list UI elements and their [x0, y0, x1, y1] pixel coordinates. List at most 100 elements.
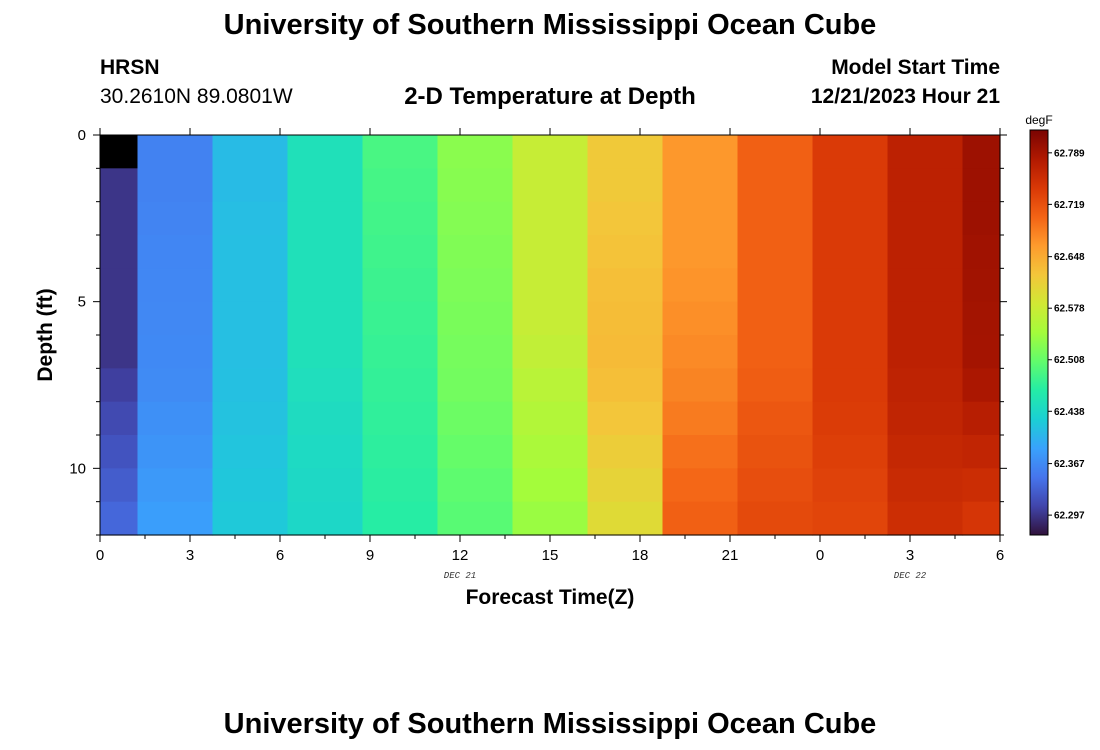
heatmap-cell [812, 135, 889, 169]
heatmap-cell [587, 268, 664, 303]
x-tick-label: 3 [906, 547, 914, 564]
y-tick-label: 0 [78, 127, 86, 144]
heatmap-cell [662, 335, 739, 369]
colorbar-tick-label: 62.789 [1054, 148, 1085, 159]
heatmap-cell [100, 135, 139, 169]
heatmap-cell [887, 301, 964, 336]
heatmap-cell [212, 501, 289, 536]
heatmap-cell [100, 268, 139, 303]
heatmap-cell [587, 168, 664, 203]
x-tick-label: 12 [452, 547, 469, 564]
heatmap-cell [662, 501, 739, 536]
heatmap-cell [100, 301, 139, 336]
heatmap-cell [812, 435, 889, 469]
heatmap-cell [887, 468, 964, 503]
heatmap-cell [962, 335, 1001, 369]
heatmap-cell [100, 368, 139, 403]
y-tick-label: 10 [69, 460, 86, 477]
heatmap-cell [437, 135, 514, 169]
heatmap-cell [962, 435, 1001, 469]
heatmap-cell [437, 335, 514, 369]
heatmap-cell [137, 501, 214, 536]
x-tick-label: 3 [186, 547, 194, 564]
heatmap-cell [737, 468, 814, 503]
heatmap-cell [100, 335, 139, 369]
heatmap-cell [887, 235, 964, 269]
heatmap-cell [437, 201, 514, 236]
y-axis-title: Depth (ft) [34, 288, 57, 381]
colorbar-tick-label: 62.508 [1054, 355, 1085, 366]
heatmap-cell [362, 368, 439, 403]
heatmap-cell [812, 401, 889, 436]
heatmap-cell [662, 201, 739, 236]
colorbar-ticks: 62.297 62.367 62.438 62.508 62.578 62.648 62.7… [1048, 148, 1085, 522]
heatmap-cell [962, 501, 1001, 536]
heatmap-cell [100, 235, 139, 269]
heatmap-cell [137, 268, 214, 303]
heatmap-cell [100, 201, 139, 236]
heatmap-cell [662, 135, 739, 169]
x-tick-label: 0 [816, 547, 824, 564]
heatmap-cell [437, 235, 514, 269]
heatmap-cell [137, 401, 214, 436]
heatmap-cell [962, 201, 1001, 236]
heatmap-cell [737, 201, 814, 236]
heatmap-cell [512, 401, 589, 436]
footer-title: University of Southern Mississippi Ocean… [223, 708, 877, 740]
heatmap-cell [137, 335, 214, 369]
heatmap-cell [137, 168, 214, 203]
x-axis: 0 3 6 9 12 15 18 21 0 3 6 DEC 21 DEC 22 [96, 128, 1004, 581]
colorbar-tick-label: 62.367 [1054, 459, 1085, 470]
heatmap-cell [362, 268, 439, 303]
x-tick-label: 15 [542, 547, 559, 564]
heatmap-cell [362, 135, 439, 169]
heatmap-cell [287, 468, 364, 503]
heatmap-cell [437, 301, 514, 336]
heatmap-cell [812, 235, 889, 269]
colorbar-tick-label: 62.719 [1054, 200, 1085, 211]
heatmap-cell [737, 135, 814, 169]
heatmap-cell [737, 401, 814, 436]
heatmap-cell [212, 135, 289, 169]
heatmap-cell [587, 235, 664, 269]
heatmap-cell [812, 201, 889, 236]
date-label: DEC 21 [444, 571, 476, 581]
heatmap-cell [362, 468, 439, 503]
heatmap-cell [137, 301, 214, 336]
heatmap-cell [362, 435, 439, 469]
heatmap-cell [812, 368, 889, 403]
heatmap-cell [287, 435, 364, 469]
heatmap-cell [887, 335, 964, 369]
x-axis-title: Forecast Time(Z) [466, 586, 635, 609]
heatmap-cell [887, 435, 964, 469]
colorbar-tick-label: 62.648 [1054, 252, 1085, 263]
heatmap-cell [512, 301, 589, 336]
heatmap-cell [212, 301, 289, 336]
y-axis: 0 5 10 [69, 127, 1007, 536]
heatmap-cell [137, 201, 214, 236]
heatmap-cell [812, 301, 889, 336]
heatmap-cell [362, 335, 439, 369]
heatmap-cell [737, 301, 814, 336]
heatmap-cell [362, 401, 439, 436]
heatmap-cell [212, 201, 289, 236]
heatmap-cell [512, 135, 589, 169]
heatmap-cell [812, 168, 889, 203]
plot-title: 2-D Temperature at Depth [404, 83, 696, 110]
heatmap-cell [587, 301, 664, 336]
heatmap-cell [212, 435, 289, 469]
colorbar-unit: degF [1025, 113, 1052, 127]
heatmap-cell [662, 235, 739, 269]
colorbar: degF 62.297 62.367 62.438 62.508 62.578 62.64… [1025, 113, 1085, 536]
heatmap-cell [100, 401, 139, 436]
heatmap-cell [887, 368, 964, 403]
heatmap-cell [287, 235, 364, 269]
heatmap-cell [512, 435, 589, 469]
heatmap-cell [887, 201, 964, 236]
heatmap-cell [587, 501, 664, 536]
y-tick-label: 5 [78, 294, 86, 311]
heatmap-cell [437, 168, 514, 203]
heatmap-cell [287, 301, 364, 336]
heatmap-cell [287, 268, 364, 303]
heatmap-cell [437, 268, 514, 303]
